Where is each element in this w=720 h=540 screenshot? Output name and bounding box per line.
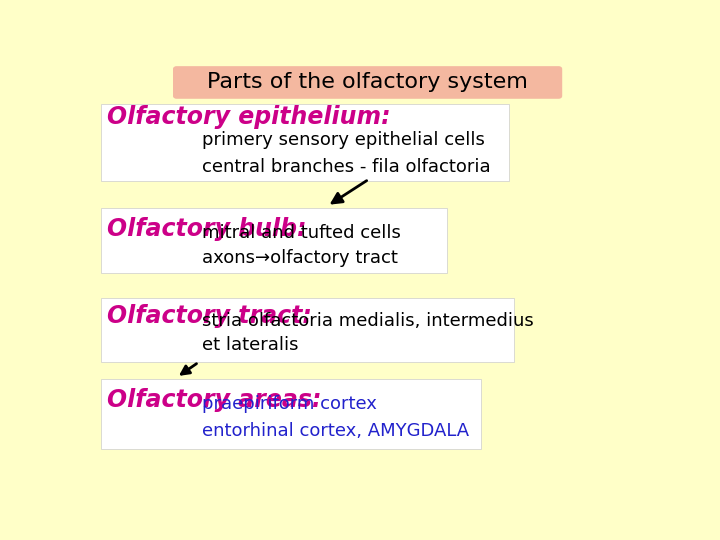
FancyBboxPatch shape [101,208,447,273]
Text: Olfactory epithelium:: Olfactory epithelium: [107,105,390,129]
Text: Parts of the olfactory system: Parts of the olfactory system [207,72,528,92]
Text: Olfactory areas:: Olfactory areas: [107,388,321,411]
Text: Olfactory bulb:: Olfactory bulb: [107,217,306,241]
FancyBboxPatch shape [101,104,508,181]
Text: central branches - fila olfactoria: central branches - fila olfactoria [202,158,490,176]
Text: et lateralis: et lateralis [202,336,298,354]
Text: mitral and tufted cells: mitral and tufted cells [202,224,400,242]
Text: axons→olfactory tract: axons→olfactory tract [202,249,397,267]
Text: stria olfactoria medialis, intermedius: stria olfactoria medialis, intermedius [202,312,534,329]
Text: praepiriform cortex: praepiriform cortex [202,395,377,413]
FancyBboxPatch shape [101,298,514,362]
FancyBboxPatch shape [174,67,562,98]
Text: entorhinal cortex, AMYGDALA: entorhinal cortex, AMYGDALA [202,422,469,440]
FancyBboxPatch shape [101,379,481,449]
Text: primery sensory epithelial cells: primery sensory epithelial cells [202,131,485,149]
Text: Olfactory tract:: Olfactory tract: [107,305,312,328]
